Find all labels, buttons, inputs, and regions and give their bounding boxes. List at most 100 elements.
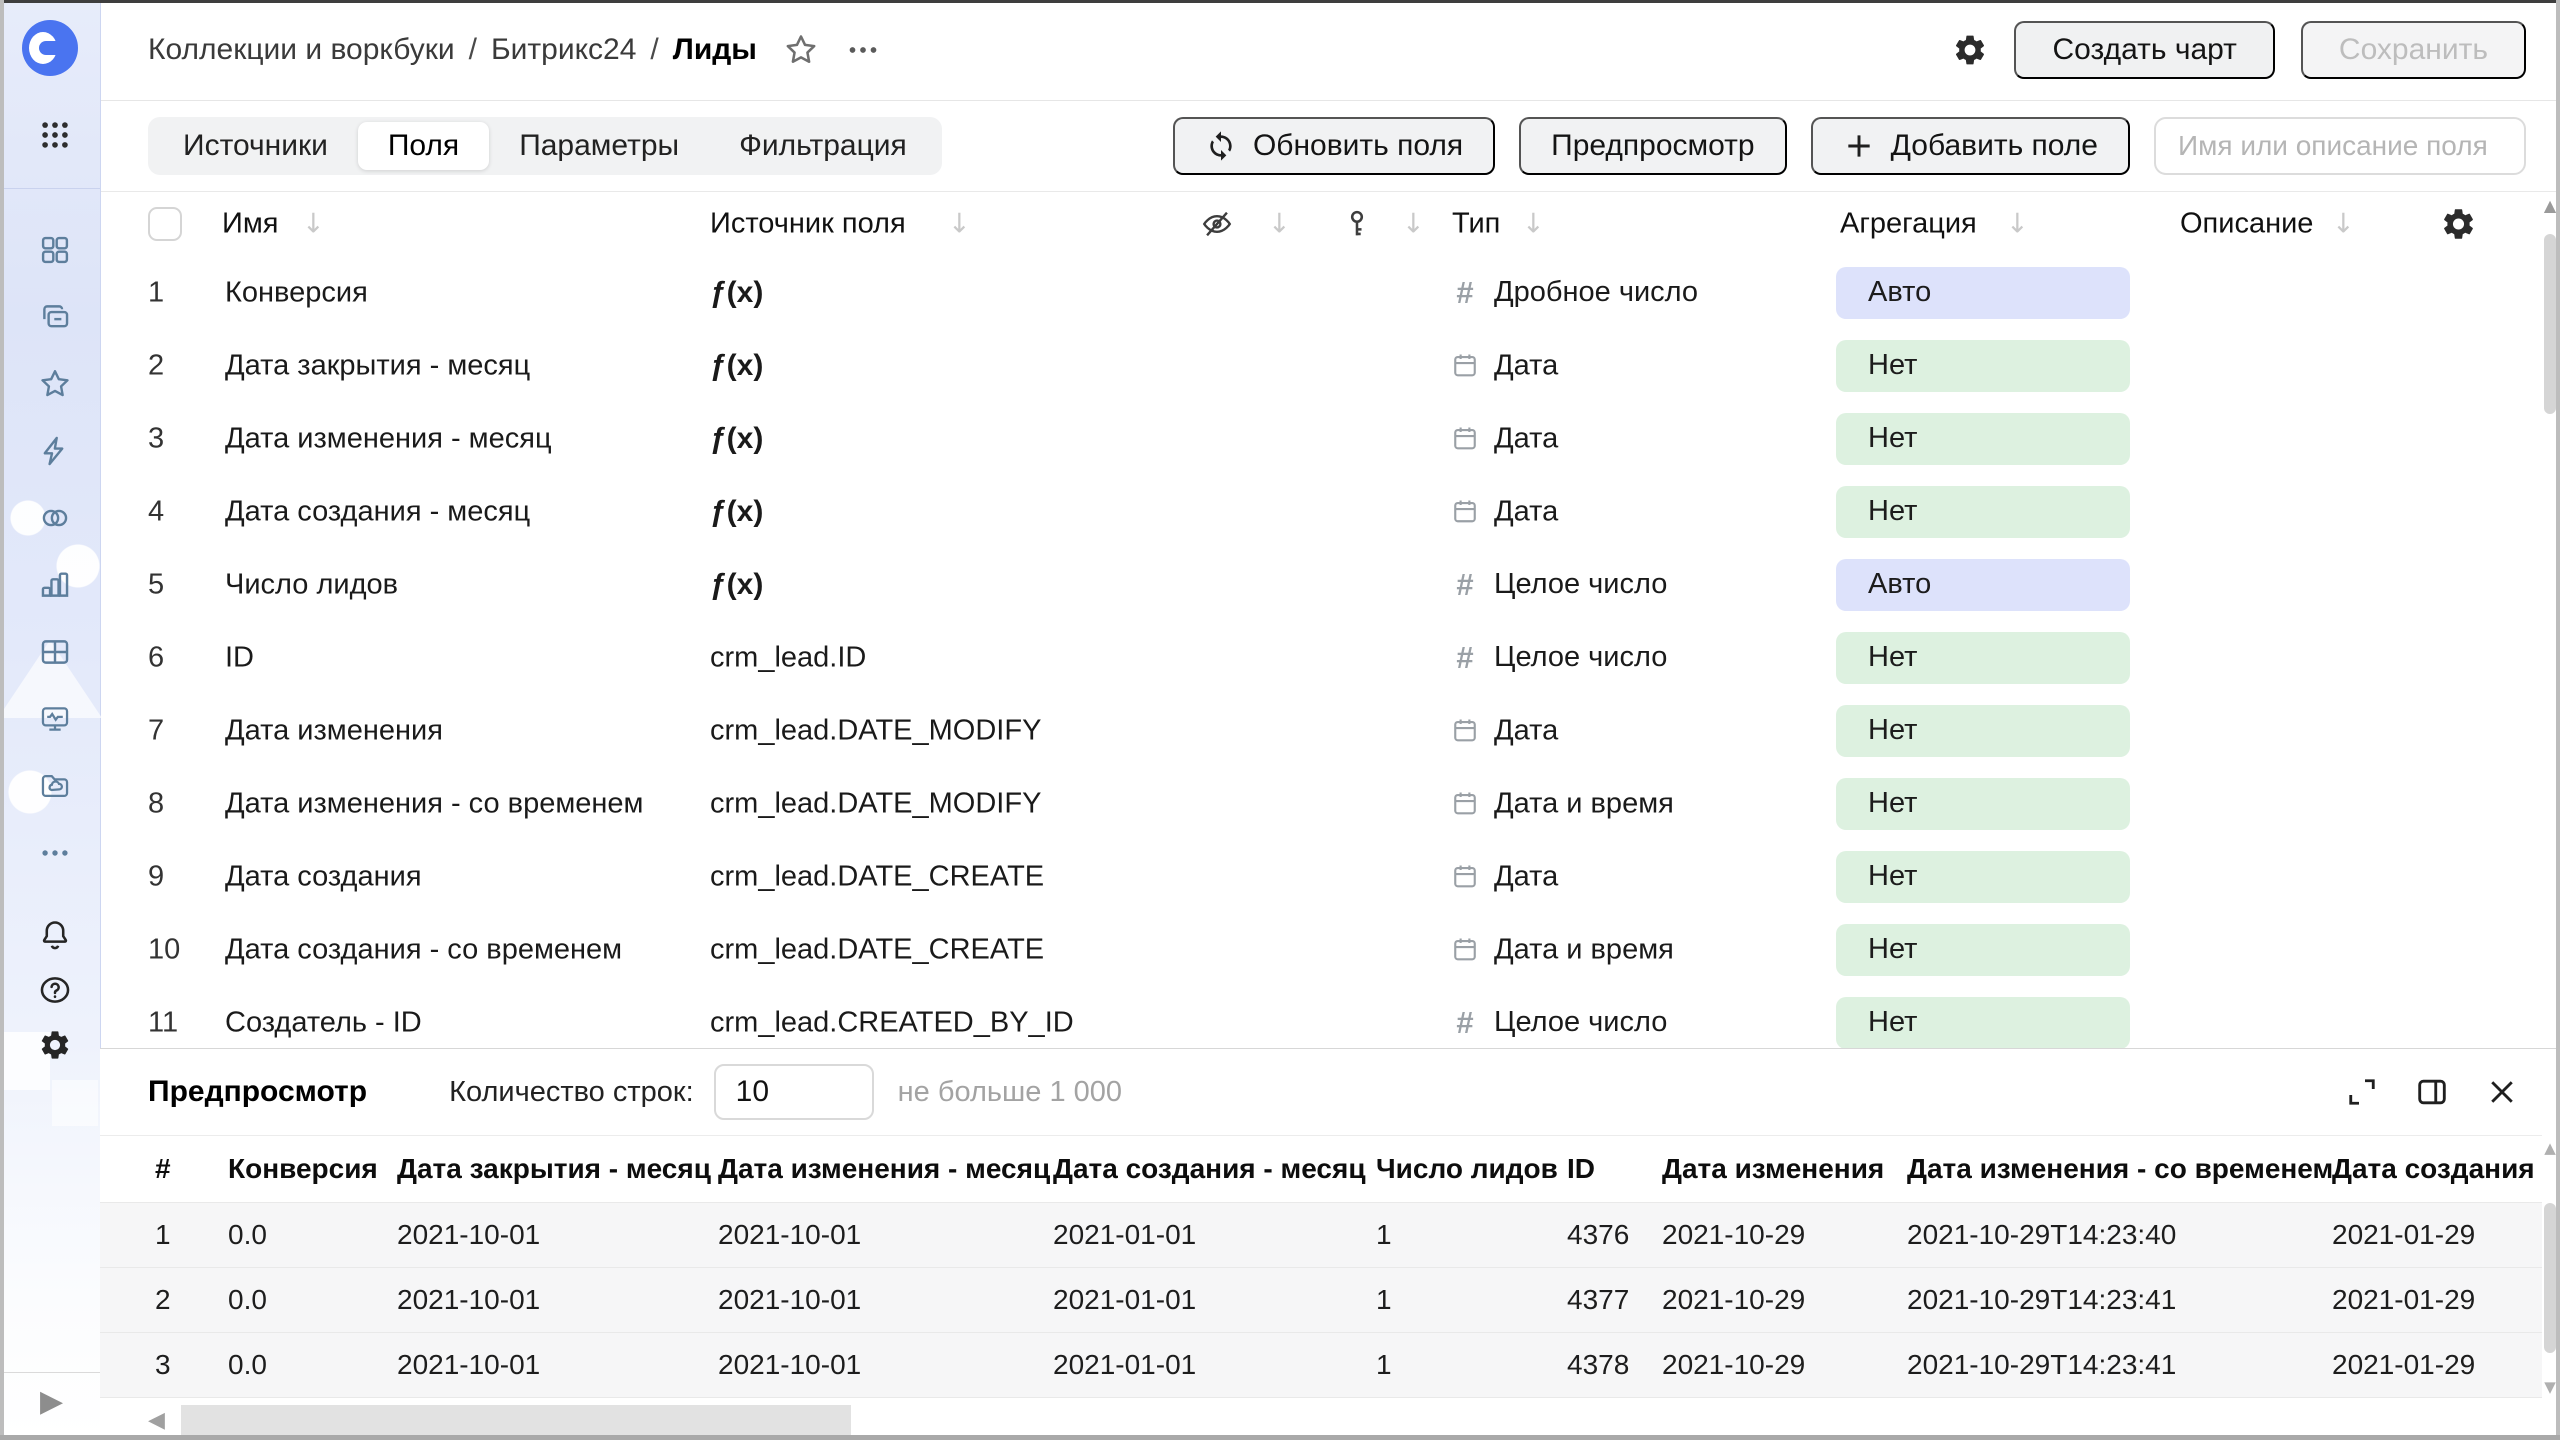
column-header-aggregation[interactable]: Агрегация — [1840, 208, 1977, 241]
rows-count-input[interactable] — [714, 1064, 874, 1120]
preview-column-header[interactable]: Конверсия — [228, 1153, 378, 1185]
preview-column-header[interactable]: ID — [1567, 1153, 1595, 1185]
scroll-up-icon[interactable]: ▲ — [2543, 1139, 2557, 1157]
field-type[interactable]: Дата — [1450, 495, 1558, 528]
apps-grid-icon[interactable] — [38, 118, 72, 152]
column-header-source[interactable]: Источник поля — [710, 208, 906, 241]
aggregation-select[interactable]: Нет — [1836, 632, 2130, 684]
preview-column-header[interactable]: Дата изменения - месяц — [718, 1153, 1050, 1185]
sidebar-item-services-grid[interactable] — [38, 233, 72, 267]
field-row[interactable]: 6IDcrm_lead.ID#Целое числоНет — [100, 621, 2560, 694]
sort-arrow-icon[interactable]: ↓ — [1402, 209, 1425, 240]
aggregation-select[interactable]: Авто — [1836, 559, 2130, 611]
field-row[interactable]: 10Дата создания - со временемcrm_lead.DA… — [100, 913, 2560, 986]
field-row[interactable]: 1Конверсияƒ(x)#Дробное числоАвто — [100, 256, 2560, 329]
expand-icon[interactable] — [2344, 1074, 2380, 1110]
preview-scrollbar[interactable]: ▲ ▼ — [2543, 1139, 2557, 1396]
sort-arrow-icon[interactable]: ↓ — [948, 209, 971, 240]
scroll-down-icon[interactable]: ▼ — [2543, 1378, 2557, 1396]
field-row[interactable]: 8Дата изменения - со временемcrm_lead.DA… — [100, 767, 2560, 840]
aggregation-select[interactable]: Нет — [1836, 997, 2130, 1049]
save-button[interactable]: Сохранить — [2301, 21, 2526, 79]
sidebar-item-storage[interactable] — [38, 769, 72, 803]
select-all-checkbox[interactable] — [148, 207, 182, 241]
sidebar-item-help[interactable] — [38, 973, 72, 1007]
aggregation-select[interactable]: Нет — [1836, 413, 2130, 465]
aggregation-select[interactable]: Авто — [1836, 267, 2130, 319]
field-type[interactable]: Дата и время — [1450, 787, 1674, 820]
key-icon[interactable] — [1340, 207, 1374, 241]
field-type[interactable]: #Дробное число — [1450, 275, 1698, 311]
field-row[interactable]: 7Дата измененияcrm_lead.DATE_MODIFYДатаН… — [100, 694, 2560, 767]
sidebar-item-monitoring[interactable] — [38, 702, 72, 736]
tab-fields[interactable]: Поля — [358, 122, 489, 170]
sidebar-item-collections[interactable] — [38, 300, 72, 334]
field-search-input[interactable] — [2154, 117, 2526, 175]
scrollbar-thumb[interactable] — [2544, 1203, 2556, 1353]
aggregation-select[interactable]: Нет — [1836, 340, 2130, 392]
expand-sidebar-button[interactable]: ▶ — [40, 1384, 63, 1419]
field-type[interactable]: Дата — [1450, 422, 1558, 455]
refresh-fields-button[interactable]: Обновить поля — [1173, 117, 1495, 175]
field-type[interactable]: Дата и время — [1450, 933, 1674, 966]
field-row[interactable]: 2Дата закрытия - месяцƒ(x)ДатаНет — [100, 329, 2560, 402]
tab-filtering[interactable]: Фильтрация — [709, 122, 937, 170]
sort-arrow-icon[interactable]: ↓ — [1522, 209, 1545, 240]
datalens-logo[interactable] — [22, 20, 78, 76]
preview-column-header[interactable]: Дата изменения — [1662, 1153, 1884, 1185]
sort-arrow-icon[interactable]: ↓ — [1268, 209, 1291, 240]
field-row[interactable]: 9Дата созданияcrm_lead.DATE_CREATEДатаНе… — [100, 840, 2560, 913]
favorite-star-icon[interactable] — [783, 32, 819, 68]
tab-parameters[interactable]: Параметры — [489, 122, 709, 170]
sidebar-item-dashboards[interactable] — [38, 635, 72, 669]
sort-arrow-icon[interactable]: ↓ — [2006, 209, 2029, 240]
preview-column-header[interactable]: Дата изменения - со временем — [1907, 1153, 2333, 1185]
field-type[interactable]: #Целое число — [1450, 1005, 1667, 1041]
breadcrumb-workbook[interactable]: Битрикс24 — [491, 33, 636, 67]
preview-toggle-button[interactable]: Предпросмотр — [1519, 117, 1786, 175]
more-actions-icon[interactable] — [845, 32, 881, 68]
preview-column-header[interactable]: Дата создания - месяц — [1053, 1153, 1366, 1185]
field-type[interactable]: #Целое число — [1450, 567, 1667, 603]
aggregation-select[interactable]: Нет — [1836, 486, 2130, 538]
aggregation-select[interactable]: Нет — [1836, 924, 2130, 976]
sidebar-item-charts[interactable] — [38, 568, 72, 602]
preview-column-header[interactable]: Дата создания — [2332, 1153, 2535, 1185]
split-panel-icon[interactable] — [2414, 1074, 2450, 1110]
hidden-eye-icon[interactable] — [1200, 207, 1234, 241]
sort-arrow-icon[interactable]: ↓ — [2332, 209, 2355, 240]
aggregation-select[interactable]: Нет — [1836, 778, 2130, 830]
scroll-left-icon[interactable]: ◀ — [148, 1408, 165, 1433]
fields-scrollbar[interactable]: ▲ — [2543, 196, 2557, 1046]
column-header-type[interactable]: Тип — [1452, 208, 1500, 241]
sidebar-item-connections[interactable] — [38, 434, 72, 468]
preview-column-header[interactable]: Дата закрытия - месяц — [397, 1153, 711, 1185]
sidebar-item-favorites[interactable] — [38, 367, 72, 401]
sidebar-item-more[interactable] — [38, 836, 72, 870]
sidebar-item-notifications[interactable] — [38, 918, 72, 952]
scrollbar-thumb[interactable] — [2544, 234, 2556, 414]
field-type[interactable]: #Целое число — [1450, 640, 1667, 676]
horizontal-scrollbar[interactable]: ◀ — [148, 1403, 851, 1437]
close-icon[interactable] — [2484, 1074, 2520, 1110]
column-header-name[interactable]: Имя — [222, 208, 279, 241]
breadcrumb-collections[interactable]: Коллекции и воркбуки — [148, 33, 455, 67]
table-settings-gear-icon[interactable] — [2440, 206, 2477, 243]
dataset-settings-gear-icon[interactable] — [1952, 32, 1988, 68]
field-row[interactable]: 3Дата изменения - месяцƒ(x)ДатаНет — [100, 402, 2560, 475]
field-row[interactable]: 4Дата создания - месяцƒ(x)ДатаНет — [100, 475, 2560, 548]
aggregation-select[interactable]: Нет — [1836, 851, 2130, 903]
field-type[interactable]: Дата — [1450, 860, 1558, 893]
scroll-up-icon[interactable]: ▲ — [2543, 196, 2557, 215]
field-type[interactable]: Дата — [1450, 349, 1558, 382]
scrollbar-thumb[interactable] — [181, 1405, 851, 1435]
field-type[interactable]: Дата — [1450, 714, 1558, 747]
sort-arrow-icon[interactable]: ↓ — [302, 209, 325, 240]
aggregation-select[interactable]: Нет — [1836, 705, 2130, 757]
sidebar-item-settings[interactable] — [38, 1028, 72, 1062]
field-row[interactable]: 11Создатель - IDcrm_lead.CREATED_BY_ID#Ц… — [100, 986, 2560, 1048]
field-row[interactable]: 5Число лидовƒ(x)#Целое числоАвто — [100, 548, 2560, 621]
tab-sources[interactable]: Источники — [153, 122, 358, 170]
column-header-description[interactable]: Описание — [2180, 208, 2313, 241]
create-chart-button[interactable]: Создать чарт — [2014, 21, 2274, 79]
